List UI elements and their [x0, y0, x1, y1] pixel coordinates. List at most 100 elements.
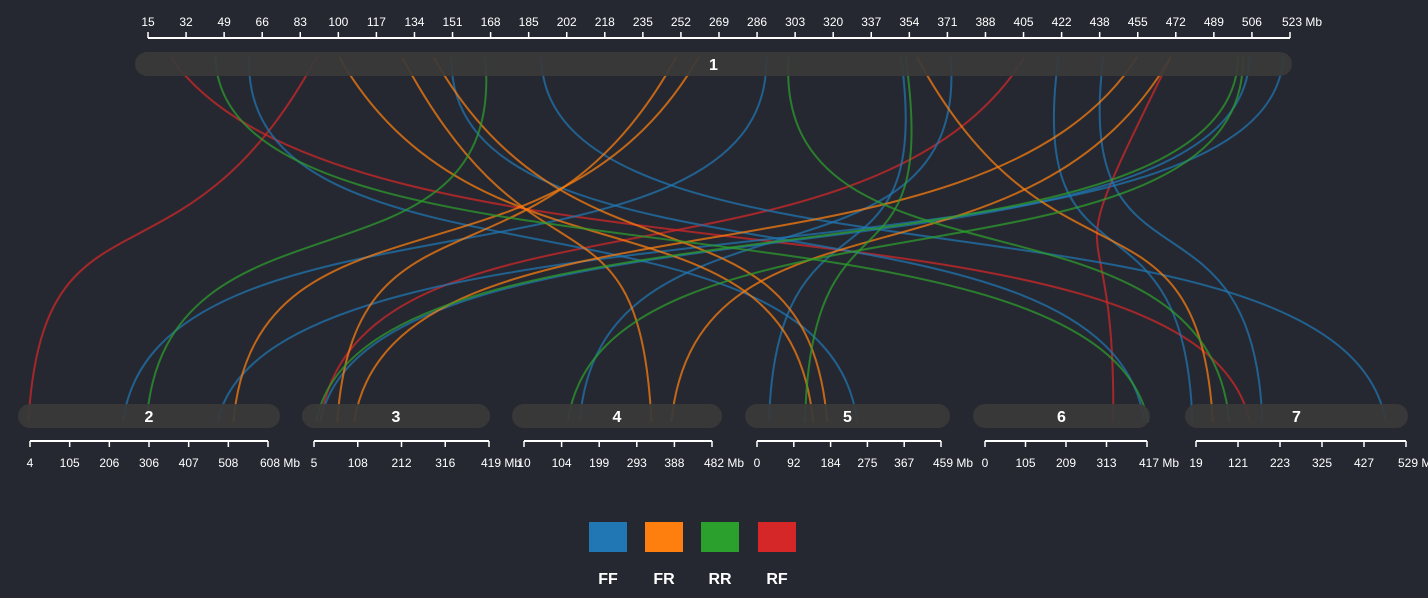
chromosome-label-2: 2: [145, 409, 154, 426]
link-rr: [145, 56, 488, 423]
axis-chromosome-2: 4 105 206 306 407 508 608 Mb: [27, 440, 300, 470]
chromosome-label-6: 6: [1057, 409, 1066, 426]
link-rr: [787, 56, 1231, 423]
link-ff: [578, 56, 953, 423]
legend-swatch: [645, 522, 683, 552]
link-fr: [232, 56, 700, 423]
chromosome-label-1: 1: [709, 57, 718, 74]
tick-label: 32: [179, 15, 193, 29]
axis-chromosome-5: 0 92 184 275 367 459 Mb: [754, 440, 973, 470]
link-fr: [338, 56, 815, 423]
tick-label: 100: [328, 15, 348, 29]
tick-label: 313: [1096, 456, 1116, 470]
axis-chromosome-6: 0 105 209 313 417 Mb: [982, 440, 1179, 470]
tick-label: 121: [1228, 456, 1248, 470]
link-rr: [804, 56, 913, 423]
legend: FF FR RR RF: [589, 522, 796, 588]
link-rf: [169, 56, 1251, 423]
chromosome-band-2: [18, 404, 280, 428]
link-ff: [216, 56, 1285, 423]
chromosome-band-3: [302, 404, 490, 428]
tick-label: 269: [709, 15, 729, 29]
tick-label: 388: [975, 15, 995, 29]
tick-label: 199: [589, 456, 609, 470]
legend-item-ff: FF: [589, 522, 627, 588]
link-fr: [401, 56, 653, 423]
tick-label: 83: [294, 15, 308, 29]
tick-label: 354: [899, 15, 919, 29]
tick-label: 337: [861, 15, 881, 29]
tick-label: 455: [1128, 15, 1148, 29]
tick-label: 168: [481, 15, 501, 29]
tick-label: 15: [141, 15, 155, 29]
link-rf: [27, 56, 318, 423]
tick-label: 306: [139, 456, 159, 470]
axis-chromosome-4: 10 104 199 293 388 482 Mb: [517, 440, 744, 470]
legend-swatch: [701, 522, 739, 552]
chromosome-label-5: 5: [843, 409, 852, 426]
tick-label: 223: [1270, 456, 1290, 470]
legend-label: RF: [766, 571, 788, 588]
chromosome-band-4: [512, 404, 722, 428]
chromosome-band-6: [973, 404, 1150, 428]
tick-label: 293: [627, 456, 647, 470]
tick-label: 104: [552, 456, 572, 470]
tick-label: 371: [937, 15, 957, 29]
tick-label: 459 Mb: [933, 456, 973, 470]
tick-label: 10: [517, 456, 531, 470]
tick-label: 212: [391, 456, 411, 470]
tick-label: 388: [664, 456, 684, 470]
tick-label: 105: [60, 456, 80, 470]
tick-label: 4: [27, 456, 34, 470]
chromosome-label-3: 3: [392, 409, 401, 426]
tick-label: 482 Mb: [704, 456, 744, 470]
tick-label: 320: [823, 15, 843, 29]
tick-label: 489: [1204, 15, 1224, 29]
tick-label: 275: [857, 456, 877, 470]
tick-label: 367: [894, 456, 914, 470]
tick-label: 0: [754, 456, 761, 470]
tick-label: 325: [1312, 456, 1332, 470]
tick-label: 151: [443, 15, 463, 29]
tick-label: 529 M: [1398, 456, 1428, 470]
link-rr: [566, 56, 1244, 423]
tick-label: 5: [311, 456, 318, 470]
tick-label: 202: [557, 15, 577, 29]
tick-label: 108: [348, 456, 368, 470]
tick-label: 117: [367, 15, 386, 29]
link-fr: [353, 56, 1138, 423]
axis-chromosome-7: 19 121 223 325 427 529 M: [1189, 440, 1428, 470]
links-layer: [27, 56, 1387, 423]
axis-chromosome-3: 5 108 212 316 419 Mb: [311, 440, 521, 470]
tick-label: 218: [595, 15, 615, 29]
tick-label: 506: [1242, 15, 1262, 29]
chromosome-label-7: 7: [1292, 409, 1301, 426]
legend-item-rr: RR: [701, 522, 739, 588]
tick-label: 422: [1052, 15, 1072, 29]
link-ff: [768, 56, 907, 423]
tick-label: 608 Mb: [260, 456, 300, 470]
chromosome-label-4: 4: [613, 409, 622, 426]
tick-label: 438: [1090, 15, 1110, 29]
legend-label: RR: [708, 571, 732, 588]
legend-label: FR: [653, 571, 675, 588]
axis-chromosome-1: 15 32 49 66 83 100 117 134 151 168 185 202 218 235 252…: [141, 15, 1322, 39]
link-rf: [1095, 56, 1172, 423]
tick-label: 419 Mb: [481, 456, 521, 470]
tick-label: 427: [1354, 456, 1374, 470]
tick-label: 105: [1015, 456, 1035, 470]
tick-label: 417 Mb: [1139, 456, 1179, 470]
link-ff: [248, 56, 859, 423]
legend-item-rf: RF: [758, 522, 796, 588]
link-rr: [315, 56, 1240, 423]
tick-label: 185: [519, 15, 539, 29]
legend-item-fr: FR: [645, 522, 683, 588]
link-ff: [1098, 56, 1264, 423]
link-ff: [540, 56, 1387, 423]
chromosome-bands: 1 2 3 4 5 6 7: [18, 52, 1408, 428]
tick-label: 405: [1014, 15, 1034, 29]
legend-label: FF: [598, 571, 618, 588]
link-rr: [214, 56, 1150, 423]
tick-label: 508: [218, 456, 238, 470]
tick-label: 407: [179, 456, 199, 470]
